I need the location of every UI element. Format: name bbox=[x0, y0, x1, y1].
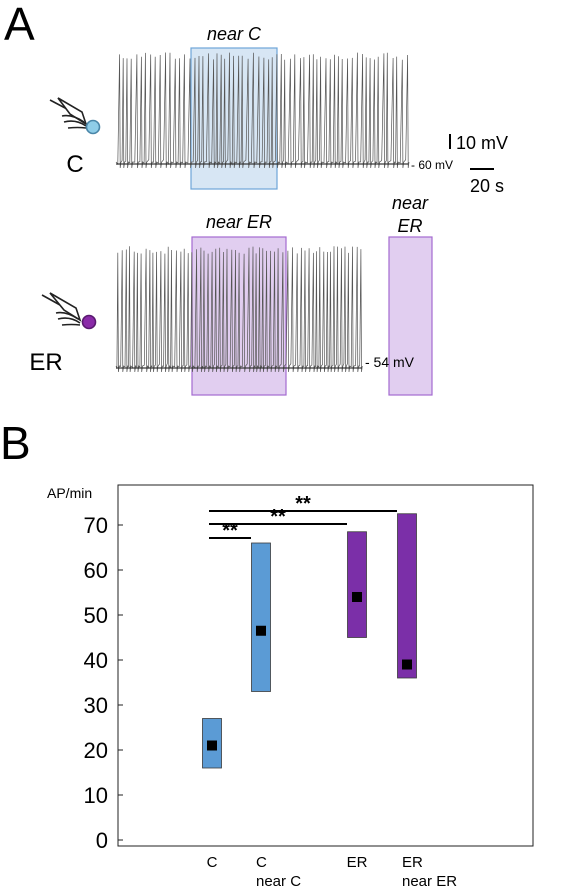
plot-frame bbox=[117, 484, 534, 847]
y-tick-label: 0 bbox=[96, 828, 108, 853]
cell-c-dot bbox=[85, 119, 101, 135]
x-tick-label: ER bbox=[402, 854, 423, 871]
x-tick-label: ER bbox=[347, 854, 368, 871]
highlight-label-near-er-2-line2: ER bbox=[397, 216, 422, 236]
panel-a-letter: A bbox=[4, 0, 35, 50]
range-bar bbox=[251, 542, 271, 692]
x-tick-label: C bbox=[207, 854, 218, 871]
bars bbox=[202, 513, 417, 769]
scalebar: 10 mV 20 s bbox=[449, 133, 508, 196]
y-axis-label: AP/min bbox=[47, 485, 92, 501]
trace-er bbox=[115, 246, 363, 373]
range-bar bbox=[347, 531, 367, 638]
cell-label-c: C bbox=[66, 151, 83, 178]
y-tick-label: 30 bbox=[84, 693, 108, 718]
y-tick-label: 60 bbox=[84, 558, 108, 583]
y-tick-label: 70 bbox=[84, 513, 108, 538]
highlight-label-near-c: near C bbox=[207, 24, 262, 44]
significance-brackets: ** ** ** bbox=[209, 493, 397, 542]
resting-label-c: - 60 mV bbox=[411, 158, 453, 172]
highlight-near-er-2 bbox=[388, 236, 433, 396]
median-marker bbox=[402, 659, 412, 670]
significance-label: ** bbox=[295, 493, 311, 515]
y-tick-label: 50 bbox=[84, 603, 108, 628]
cell-er-dot bbox=[81, 314, 97, 330]
electrode-icon-c bbox=[49, 97, 101, 135]
y-tick-label: 40 bbox=[84, 648, 108, 673]
significance-label: ** bbox=[270, 506, 286, 528]
median-marker bbox=[207, 740, 217, 751]
highlight-label-near-er-1: near ER bbox=[206, 212, 272, 232]
resting-label-er: - 54 mV bbox=[365, 354, 415, 370]
panel-b-letter: B bbox=[0, 417, 31, 469]
trace-c bbox=[115, 52, 410, 169]
scalebar-voltage-label: 10 mV bbox=[456, 133, 508, 153]
y-tick-label: 10 bbox=[84, 783, 108, 808]
x-tick-label: near C bbox=[256, 873, 301, 890]
range-bar bbox=[397, 513, 417, 679]
y-ticks: 0 10 20 30 40 50 60 70 bbox=[84, 513, 123, 853]
median-marker bbox=[256, 625, 266, 636]
electrode-icon-er bbox=[41, 292, 97, 330]
significance-label: ** bbox=[222, 520, 238, 542]
x-tick-label: near ER bbox=[402, 873, 457, 890]
highlight-label-near-er-2-line1: near bbox=[392, 193, 429, 213]
x-tick-label: C bbox=[256, 854, 267, 871]
scalebar-time-label: 20 s bbox=[470, 176, 504, 196]
y-tick-label: 20 bbox=[84, 738, 108, 763]
cell-label-er: ER bbox=[29, 349, 62, 376]
panel-a: A near C near ER near ER C bbox=[4, 0, 508, 396]
median-marker bbox=[352, 592, 362, 602]
